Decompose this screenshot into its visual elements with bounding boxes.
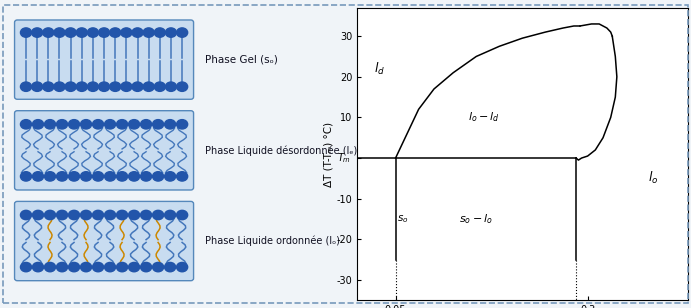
Circle shape bbox=[68, 210, 79, 220]
Circle shape bbox=[177, 262, 188, 272]
Circle shape bbox=[57, 120, 68, 129]
Circle shape bbox=[76, 82, 87, 91]
Circle shape bbox=[21, 172, 32, 181]
Circle shape bbox=[140, 172, 151, 181]
Circle shape bbox=[44, 120, 55, 129]
Circle shape bbox=[99, 28, 110, 37]
Circle shape bbox=[165, 28, 176, 37]
Circle shape bbox=[99, 82, 110, 91]
Circle shape bbox=[21, 262, 32, 272]
Circle shape bbox=[54, 28, 65, 37]
Circle shape bbox=[21, 28, 32, 37]
Circle shape bbox=[65, 82, 76, 91]
FancyBboxPatch shape bbox=[15, 201, 193, 281]
Circle shape bbox=[68, 172, 79, 181]
Circle shape bbox=[65, 28, 76, 37]
Circle shape bbox=[68, 120, 79, 129]
Circle shape bbox=[43, 28, 54, 37]
Circle shape bbox=[140, 262, 151, 272]
Circle shape bbox=[117, 262, 128, 272]
Circle shape bbox=[154, 28, 165, 37]
Circle shape bbox=[164, 210, 176, 220]
Circle shape bbox=[21, 120, 32, 129]
Circle shape bbox=[32, 262, 44, 272]
Circle shape bbox=[21, 82, 32, 91]
Circle shape bbox=[177, 82, 188, 91]
Circle shape bbox=[44, 172, 55, 181]
Circle shape bbox=[57, 210, 68, 220]
Circle shape bbox=[143, 82, 154, 91]
Circle shape bbox=[57, 172, 68, 181]
Circle shape bbox=[110, 82, 121, 91]
Circle shape bbox=[177, 172, 188, 181]
Circle shape bbox=[44, 262, 55, 272]
Circle shape bbox=[164, 172, 176, 181]
Text: $l_o - l_d$: $l_o - l_d$ bbox=[468, 111, 500, 124]
Circle shape bbox=[117, 172, 128, 181]
Circle shape bbox=[164, 262, 176, 272]
Circle shape bbox=[21, 210, 32, 220]
Text: Phase Gel (sₒ): Phase Gel (sₒ) bbox=[205, 55, 278, 65]
Circle shape bbox=[93, 210, 104, 220]
Circle shape bbox=[121, 82, 132, 91]
Circle shape bbox=[32, 120, 44, 129]
Circle shape bbox=[32, 82, 43, 91]
Circle shape bbox=[44, 210, 55, 220]
Circle shape bbox=[153, 262, 164, 272]
Text: Phase Liquide désordonnée (lₑ): Phase Liquide désordonnée (lₑ) bbox=[205, 145, 357, 156]
Circle shape bbox=[32, 210, 44, 220]
Circle shape bbox=[104, 262, 115, 272]
Circle shape bbox=[129, 210, 140, 220]
Circle shape bbox=[140, 210, 151, 220]
Circle shape bbox=[80, 262, 92, 272]
Circle shape bbox=[143, 28, 154, 37]
FancyBboxPatch shape bbox=[15, 111, 193, 190]
Circle shape bbox=[87, 82, 98, 91]
Text: $l_o$: $l_o$ bbox=[647, 170, 659, 186]
Circle shape bbox=[129, 120, 140, 129]
Circle shape bbox=[76, 28, 87, 37]
Circle shape bbox=[104, 120, 115, 129]
Circle shape bbox=[104, 172, 115, 181]
Circle shape bbox=[43, 82, 54, 91]
Circle shape bbox=[54, 82, 65, 91]
Circle shape bbox=[93, 172, 104, 181]
Circle shape bbox=[153, 172, 164, 181]
Circle shape bbox=[104, 210, 115, 220]
Circle shape bbox=[153, 210, 164, 220]
Circle shape bbox=[164, 120, 176, 129]
Circle shape bbox=[80, 210, 92, 220]
Circle shape bbox=[177, 120, 188, 129]
Circle shape bbox=[117, 210, 128, 220]
Circle shape bbox=[80, 172, 92, 181]
Y-axis label: ΔT (T-Tₘ) °C): ΔT (T-Tₘ) °C) bbox=[323, 121, 334, 187]
Circle shape bbox=[154, 82, 165, 91]
Text: $s_o$: $s_o$ bbox=[397, 213, 408, 225]
Circle shape bbox=[132, 28, 143, 37]
Circle shape bbox=[177, 28, 188, 37]
Circle shape bbox=[68, 262, 79, 272]
Circle shape bbox=[117, 120, 128, 129]
Circle shape bbox=[121, 28, 132, 37]
Circle shape bbox=[153, 120, 164, 129]
Circle shape bbox=[80, 120, 92, 129]
Circle shape bbox=[129, 172, 140, 181]
Circle shape bbox=[129, 262, 140, 272]
FancyBboxPatch shape bbox=[15, 20, 193, 99]
Circle shape bbox=[165, 82, 176, 91]
Circle shape bbox=[32, 28, 43, 37]
Circle shape bbox=[177, 210, 188, 220]
Circle shape bbox=[140, 120, 151, 129]
Circle shape bbox=[57, 262, 68, 272]
Circle shape bbox=[93, 262, 104, 272]
Circle shape bbox=[87, 28, 98, 37]
Circle shape bbox=[93, 120, 104, 129]
Text: $l_d$: $l_d$ bbox=[374, 61, 385, 77]
Text: Phase Liquide ordonnée (lₒ): Phase Liquide ordonnée (lₒ) bbox=[205, 236, 340, 246]
Circle shape bbox=[110, 28, 121, 37]
Circle shape bbox=[132, 82, 143, 91]
Text: $T_m$: $T_m$ bbox=[337, 151, 351, 165]
Circle shape bbox=[32, 172, 44, 181]
Text: $s_o - l_o$: $s_o - l_o$ bbox=[460, 212, 493, 226]
